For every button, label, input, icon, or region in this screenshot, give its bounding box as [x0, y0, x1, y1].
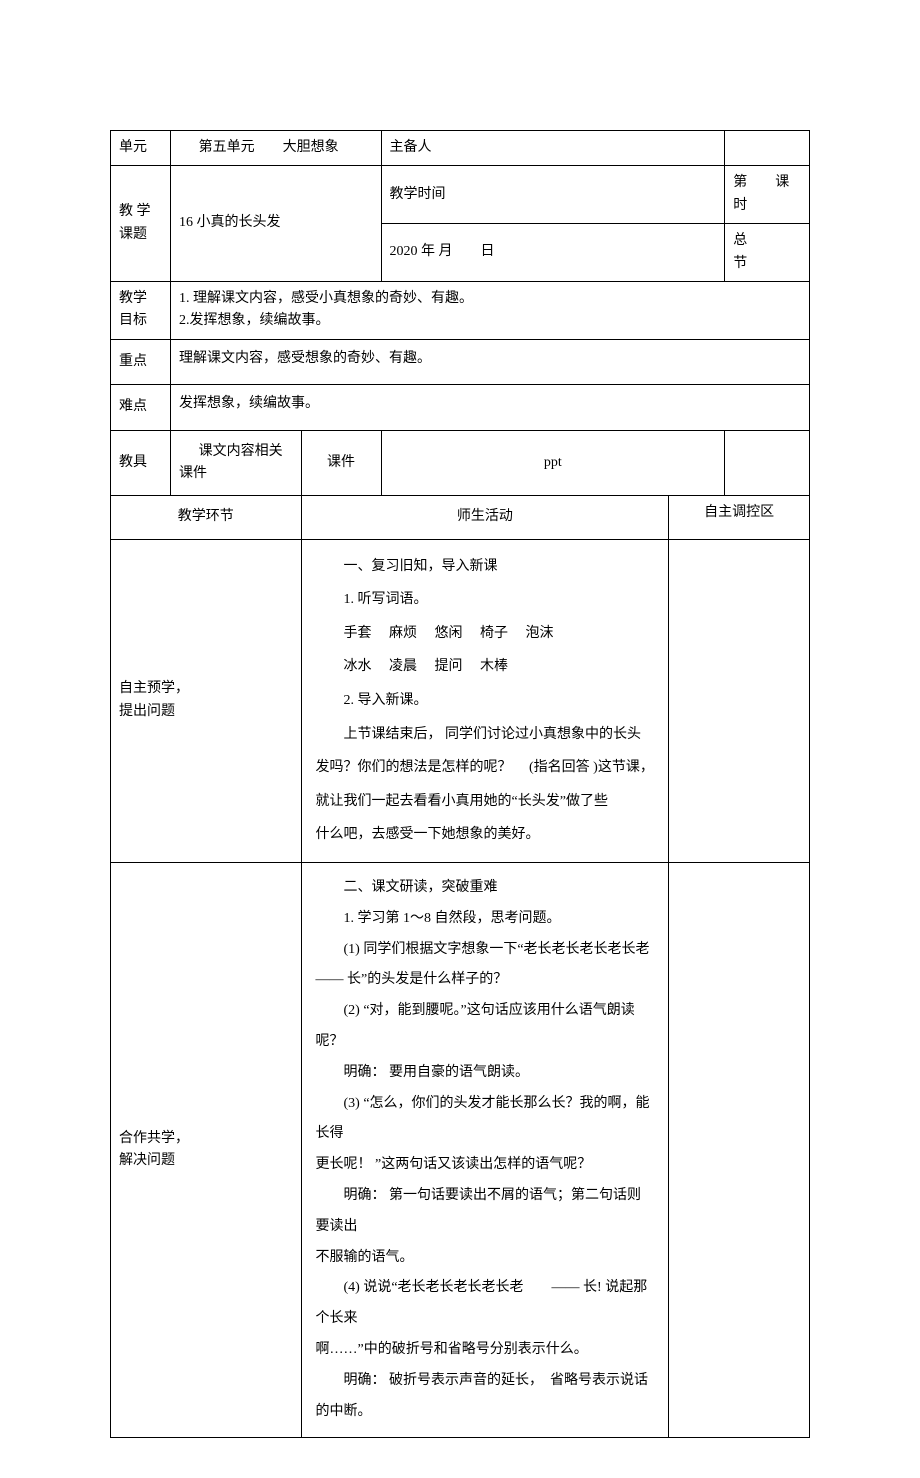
notes-1: [669, 539, 810, 862]
activity-2: 二、课文研读，突破重难 1. 学习第 1～8 自然段，思考问题。 (1) 同学们…: [301, 863, 669, 1438]
keypoint-value: 理解课文内容，感受想象的奇妙、有趣。: [171, 339, 810, 384]
activity-header: 师生活动: [301, 496, 669, 539]
phase-2: 合作共学，解决问题: [111, 863, 302, 1438]
difficulty-value: 发挥想象，续编故事。: [171, 385, 810, 430]
total-periods: 总 节: [725, 224, 810, 282]
activity-1: 一、复习旧知，导入新课 1. 听写词语。 手套 麻烦 悠闲 椅子 泡沫 冰水 凌…: [301, 539, 669, 862]
subject-value: 16 小真的长头发: [171, 166, 382, 282]
goal-label: 教学目标: [111, 281, 171, 339]
unit-value: 第五单元 大胆想象: [171, 131, 382, 166]
courseware-value: ppt: [381, 430, 725, 496]
tools-label: 教具: [111, 430, 171, 496]
keypoint-label: 重点: [111, 339, 171, 384]
difficulty-label: 难点: [111, 385, 171, 430]
preparer-value: [725, 131, 810, 166]
lesson-plan-table: 单元 第五单元 大胆想象 主备人 教 学课题 16 小真的长头发 教学时间 第 …: [110, 130, 810, 1438]
teach-time-label: 教学时间: [381, 166, 725, 224]
goal-value: 1. 理解课文内容，感受小真想象的奇妙、有趣。 2.发挥想象，续编故事。: [171, 281, 810, 339]
subject-label: 教 学课题: [111, 166, 171, 282]
courseware-blank: [725, 430, 810, 496]
notes-header: 自主调控区: [669, 496, 810, 539]
courseware-label: 课件: [301, 430, 381, 496]
phase-header: 教学环节: [111, 496, 302, 539]
tools-value: 课文内容相关课件: [171, 430, 302, 496]
phase-1: 自主预学，提出问题: [111, 539, 302, 862]
preparer-label: 主备人: [381, 131, 725, 166]
unit-label: 单元: [111, 131, 171, 166]
notes-2: [669, 863, 810, 1438]
teach-date: 2020 年 月 日: [381, 224, 725, 282]
lesson-order: 第 课时: [725, 166, 810, 224]
